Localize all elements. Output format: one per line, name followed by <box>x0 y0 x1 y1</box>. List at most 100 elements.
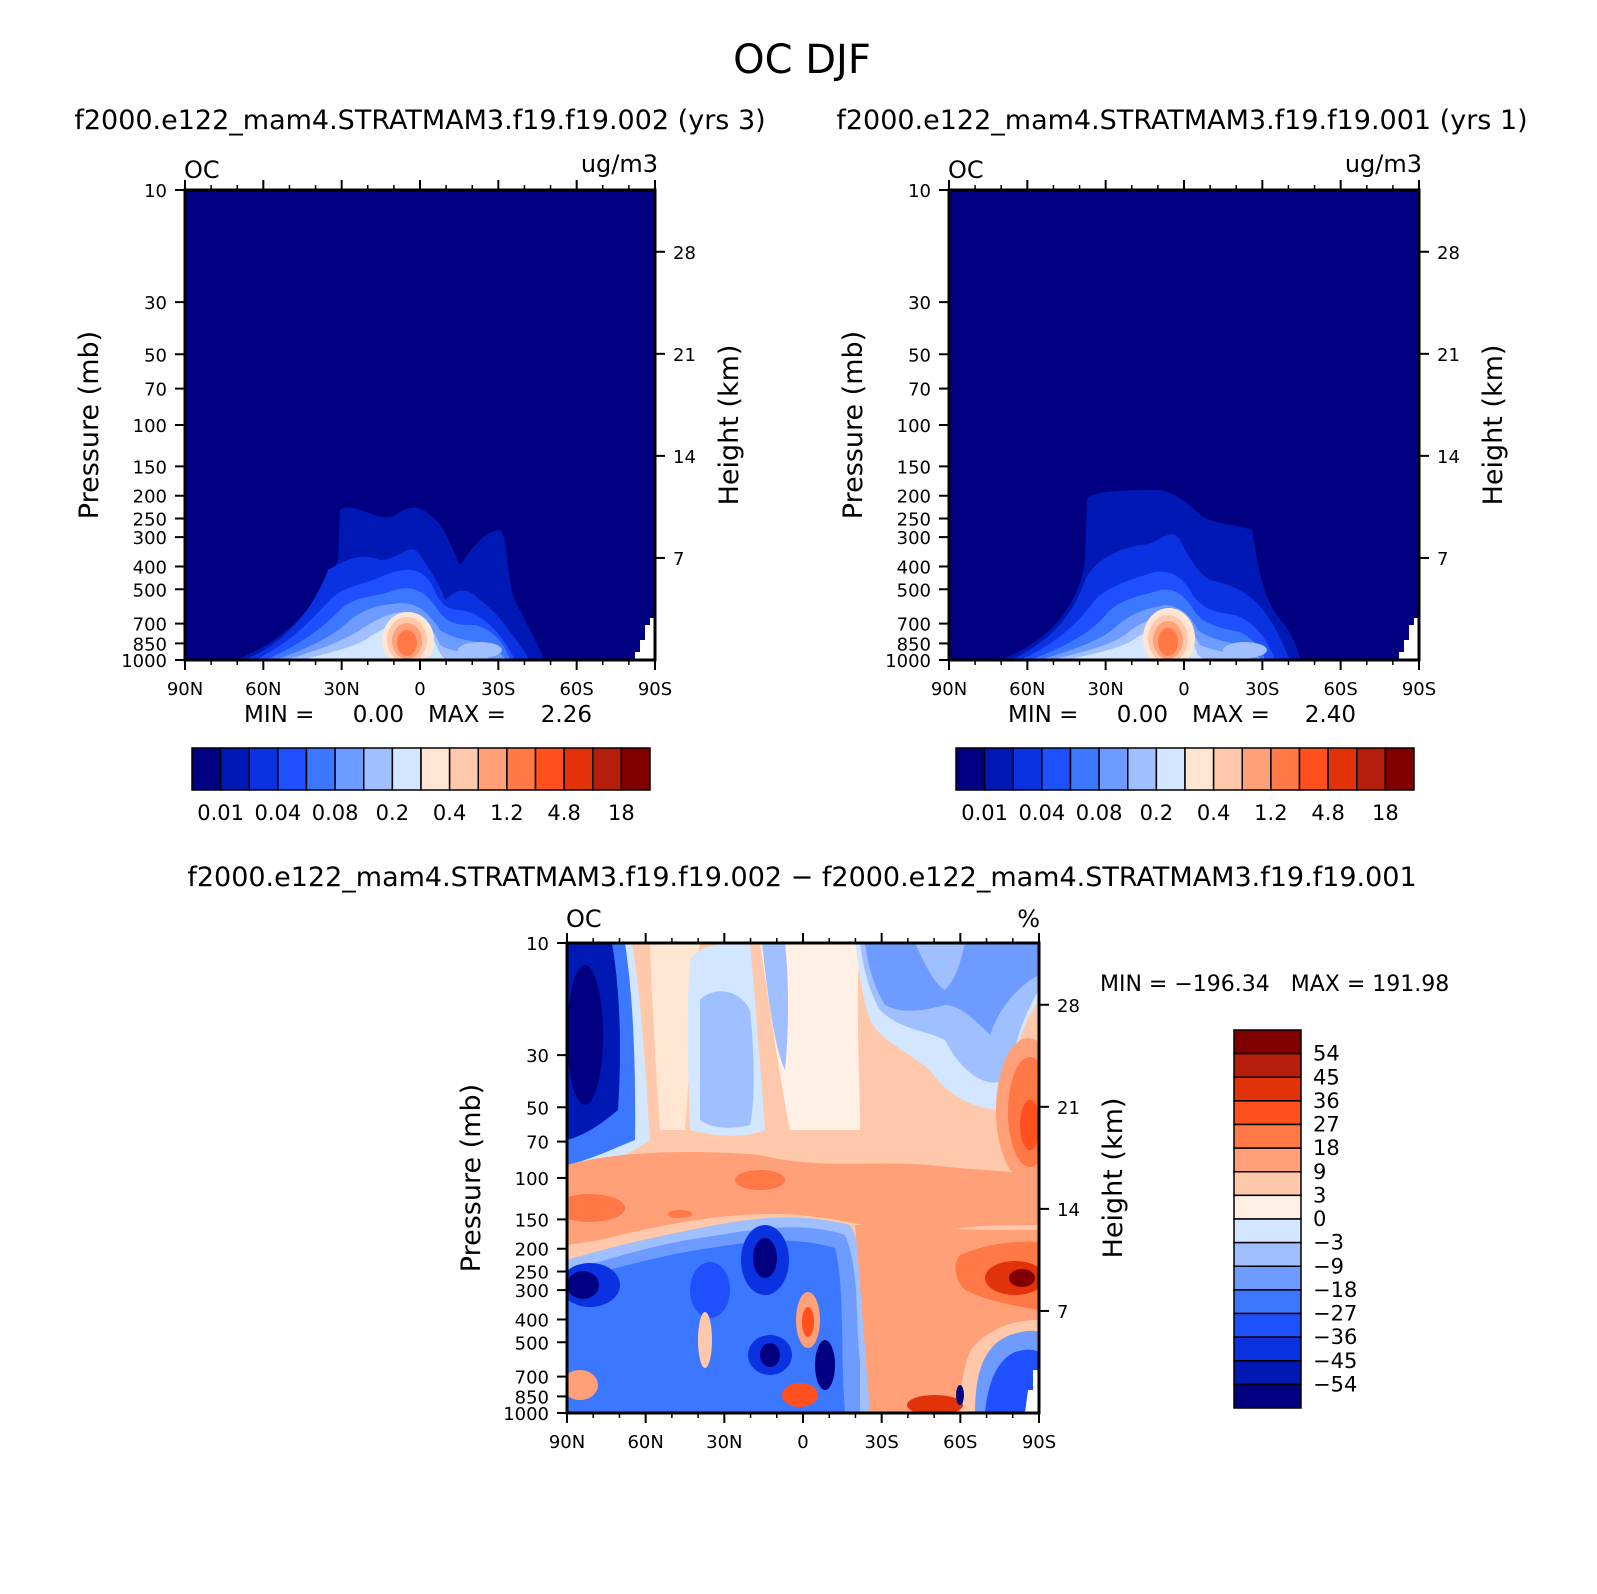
panel3-y2label: Height (km) <box>1098 1098 1129 1259</box>
panel3-region-trop-pos-3 <box>567 1370 598 1400</box>
panel1-title: f2000.e122_mam4.STRATMAM3.f19.f19.002 (y… <box>74 105 765 136</box>
panel2-title: f2000.e122_mam4.STRATMAM3.f19.f19.001 (y… <box>836 105 1527 136</box>
panel2-variable-label: OC <box>948 156 984 184</box>
panel3-y2tick-label: 14 <box>1057 1200 1080 1221</box>
panel1-colorbar-swatch <box>191 747 222 791</box>
panel2-ylabel: Pressure (mb) <box>838 331 869 519</box>
panel2-antarctic-mask <box>1394 618 1419 660</box>
panel3-colorbar-swatch <box>1233 1241 1302 1267</box>
panel3-region-trop-pos-2 <box>698 1312 712 1368</box>
panel2-colorbar-label: 1.2 <box>1254 801 1287 825</box>
panel2-ytick-label: 300 <box>897 528 931 549</box>
panel3-colorbar-swatch <box>1233 1171 1302 1197</box>
panel2-y2tick-label: 21 <box>1437 345 1460 366</box>
panel3-colorbar-label: −3 <box>1313 1231 1344 1255</box>
panel1-colorbar-swatch <box>363 747 394 791</box>
panel3-colorbar-label: −45 <box>1313 1349 1357 1373</box>
panel1-colorbar-swatch <box>248 747 279 791</box>
panel2-colorbar-swatch <box>1241 747 1272 791</box>
panel2-xtick-label: 90N <box>931 679 967 700</box>
panel1-colorbar-swatch <box>477 747 508 791</box>
panel3-variable-label: OC <box>566 905 602 933</box>
panel1-colorbar-swatch <box>592 747 623 791</box>
panel1-colorbar-label: 0.04 <box>254 801 301 825</box>
panel3-colorbar-swatch <box>1233 1312 1302 1338</box>
panel3-xtick-label: 30N <box>706 1432 742 1453</box>
panel3-minmax: MIN = −196.34 MAX = 191.98 <box>1100 972 1449 997</box>
panel3-region-trop-pos-4 <box>782 1383 818 1407</box>
panel2-ytick-label: 400 <box>897 557 931 578</box>
panel2-colorbar-swatch <box>1212 747 1243 791</box>
panel1-colorbar-label: 4.8 <box>547 801 580 825</box>
panel1-ytick-label: 850 <box>133 634 167 655</box>
panel3-ytick-label: 400 <box>515 1310 549 1331</box>
panel2-plot <box>949 190 1419 660</box>
panel3-region-trop-neg-core-1b <box>567 1271 599 1299</box>
panel1-y2label: Height (km) <box>714 345 745 506</box>
panel3-region-trop-neg-core-2b <box>753 1238 777 1278</box>
panel3-ytick-label: 1000 <box>503 1404 549 1425</box>
panel3-xtick-label: 90N <box>549 1432 585 1453</box>
panel2-y2tick-label: 28 <box>1437 243 1460 264</box>
panel1-colorbar-swatch <box>420 747 451 791</box>
panel1-colorbar-swatch <box>277 747 308 791</box>
panel3-region-nh-polar-min <box>567 965 603 1105</box>
panel3-colorbar-label: 18 <box>1313 1136 1340 1160</box>
panel3-colorbar-swatch <box>1233 1360 1302 1386</box>
panel1-y2tick-label: 14 <box>673 447 696 468</box>
panel2-colorbar: 0.01 0.04 0.08 0.2 0.4 1.2 4.8 18 <box>955 747 1415 825</box>
panel2-colorbar-label: 0.08 <box>1076 801 1123 825</box>
panel3-xtick-label: 0 <box>797 1432 808 1453</box>
panel2-colorbar-swatch <box>1098 747 1129 791</box>
panel3-title: f2000.e122_mam4.STRATMAM3.f19.f19.002 − … <box>187 862 1416 893</box>
panel2-ytick-label: 100 <box>897 416 931 437</box>
panel1-variable-label: OC <box>184 156 220 184</box>
panel3-region-sh-lower-neg-2 <box>985 1349 1039 1413</box>
panel3-y2tick-label: 7 <box>1057 1302 1068 1323</box>
panel3-colorbar-swatch <box>1233 1289 1302 1315</box>
panel3-region-trop-neg-core-5 <box>690 1262 730 1318</box>
panel3-ytick-label: 10 <box>526 934 549 955</box>
panel2-min-value: 0.00 <box>1117 702 1168 728</box>
panel3-ytick-label: 50 <box>526 1098 549 1119</box>
panel1-ytick-label: 50 <box>144 345 167 366</box>
panel2-colorbar-swatch <box>1155 747 1186 791</box>
panel2-colorbar-label: 0.04 <box>1018 801 1065 825</box>
panel3-colorbar-swatch <box>1233 1076 1302 1102</box>
panel3-colorbar-swatch <box>1233 1029 1302 1055</box>
panel1-min-label: MIN = <box>244 702 314 728</box>
panel2-colorbar-swatch <box>1384 747 1415 791</box>
panel1-colorbar-label: 0.08 <box>312 801 359 825</box>
panel3-xtick-label: 30S <box>864 1432 898 1453</box>
panel1-max-label: MAX = <box>428 702 506 728</box>
panel2-colorbar-label: 0.01 <box>961 801 1008 825</box>
panel1-xtick-label: 30N <box>323 679 359 700</box>
panel2-ytick-label: 700 <box>897 615 931 636</box>
panel1-contour-l8-south <box>458 642 502 658</box>
panel3-colorbar-label: −18 <box>1313 1278 1357 1302</box>
panel2-ytick-label: 10 <box>908 181 931 202</box>
panel3-region-pale-strip-1 <box>650 943 700 1130</box>
panel3-colorbar-swatch <box>1233 1052 1302 1078</box>
panel2-xtick-label: 0 <box>1178 679 1189 700</box>
panel2-colorbar-swatch <box>1127 747 1158 791</box>
panel2-colorbar-swatch <box>955 747 986 791</box>
panel1-ytick-label: 500 <box>133 580 167 601</box>
panel1-xtick-label: 0 <box>414 679 425 700</box>
panel2-y2tick-label: 7 <box>1437 549 1448 570</box>
panel2-colorbar-label: 0.4 <box>1197 801 1230 825</box>
panel2-colorbar-swatch <box>1327 747 1358 791</box>
panel1-plot <box>185 190 655 660</box>
panel1-antarctic-mask <box>630 618 655 660</box>
panel1-max-value: 2.26 <box>541 702 592 728</box>
panel1-ytick-label: 100 <box>133 416 167 437</box>
panel1-ytick-label: 300 <box>133 528 167 549</box>
panel1-colorbar-swatch <box>334 747 365 791</box>
panel1-colorbar-label: 0.2 <box>376 801 409 825</box>
panel3-colorbar-swatch <box>1233 1147 1302 1173</box>
panel2-y2tick-label: 14 <box>1437 447 1460 468</box>
panel3-ytick-label: 850 <box>515 1387 549 1408</box>
panel3-xtick-label: 60N <box>627 1432 663 1453</box>
panel2-ytick-label: 70 <box>908 380 931 401</box>
